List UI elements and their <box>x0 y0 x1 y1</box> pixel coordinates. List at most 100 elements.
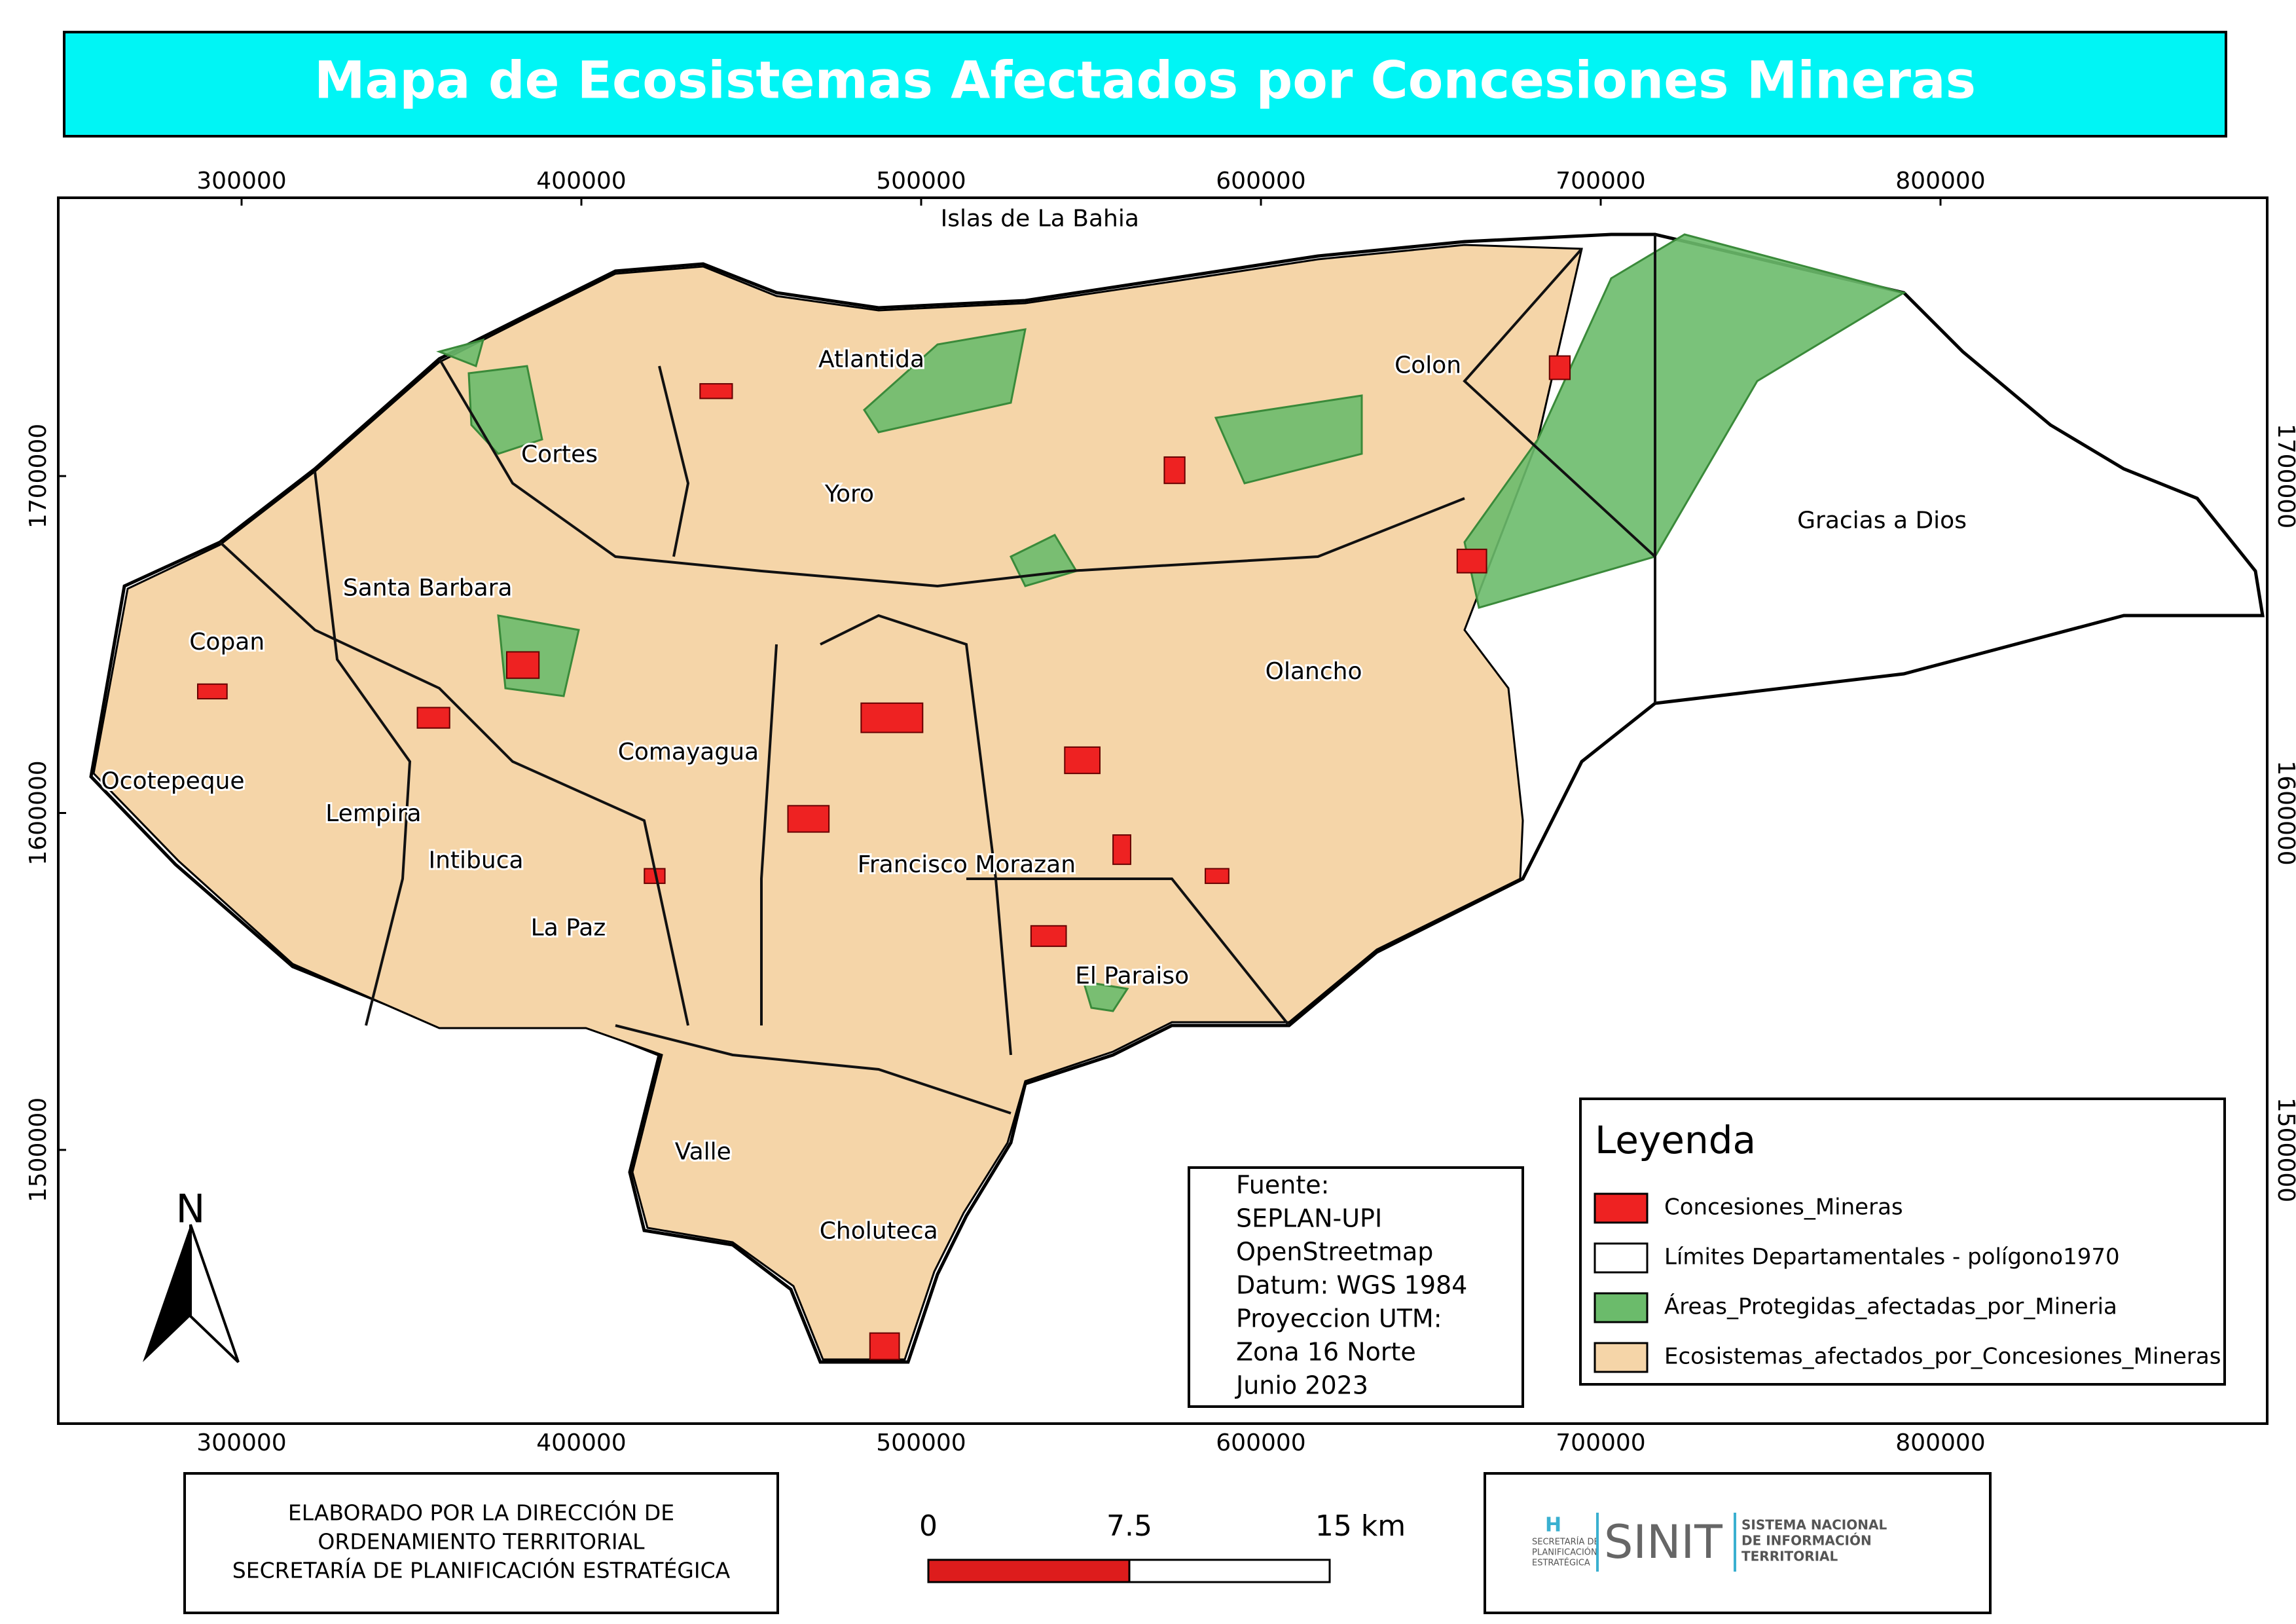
credits-line: ELABORADO POR LA DIRECCIÓN DE <box>288 1500 674 1526</box>
scale-bar-segment <box>927 1559 1131 1583</box>
legend-swatch <box>1594 1242 1649 1274</box>
place-label: Valle <box>675 1139 731 1166</box>
x-tick-label: 700000 <box>1556 1430 1645 1456</box>
x-tick-label: 800000 <box>1895 1430 1985 1456</box>
department-boundary <box>760 644 778 1025</box>
place-label: Comayagua <box>618 739 759 766</box>
mining-concession <box>506 651 540 679</box>
legend-title: Leyenda <box>1595 1118 1756 1162</box>
protected-area <box>863 328 1027 434</box>
place-label: Olancho <box>1266 658 1362 685</box>
credits-line: ORDENAMIENTO TERRITORIAL <box>318 1529 645 1555</box>
department-boundary <box>219 541 689 1026</box>
y-tick-label: 1700000 <box>2272 424 2296 528</box>
place-label: El Paraiso <box>1075 963 1189 989</box>
source-line: SEPLAN-UPI <box>1236 1204 1382 1233</box>
mining-concession <box>416 707 450 729</box>
department-boundary <box>966 877 1290 1027</box>
y-tick-label: 1600000 <box>2272 760 2296 865</box>
x-tick-label: 500000 <box>876 1430 966 1456</box>
legend-label: Límites Departamentales - polígono1970 <box>1664 1244 2120 1270</box>
mining-concession <box>699 383 733 399</box>
mining-concession <box>196 683 228 700</box>
legend-label: Áreas_Protegidas_afectadas_por_Mineria <box>1664 1293 2117 1320</box>
place-label: La Paz <box>531 914 606 941</box>
scale-bar-label: 7.5 <box>1106 1509 1152 1543</box>
protected-area <box>1082 980 1129 1012</box>
credits-box <box>183 1472 779 1614</box>
mining-concession <box>1112 834 1131 865</box>
source-line: Datum: WGS 1984 <box>1236 1271 1467 1300</box>
mining-concession <box>860 702 924 733</box>
mining-concession <box>1064 746 1101 775</box>
x-tick-label: 600000 <box>1216 168 1305 194</box>
logo-name: SINIT <box>1604 1515 1722 1569</box>
place-label: Yoro <box>824 481 874 507</box>
protected-area <box>1214 394 1363 485</box>
y-tick-label: 1500000 <box>2272 1098 2296 1202</box>
logo-full-name: SISTEMA NACIONAL <box>1741 1517 1887 1533</box>
logo-full-name: TERRITORIAL <box>1741 1549 1838 1564</box>
x-tick-label: 300000 <box>196 168 286 194</box>
place-label: Intibuca <box>428 847 523 874</box>
scale-bar-label: 15 km <box>1315 1509 1406 1543</box>
source-line: Fuente: <box>1236 1171 1329 1200</box>
place-label: Choluteca <box>820 1217 938 1244</box>
place-label: Copan <box>189 629 264 655</box>
legend-box <box>1579 1098 2226 1386</box>
ecosystem-area <box>92 244 1583 1361</box>
mining-concession <box>1163 456 1186 485</box>
department-boundary <box>615 1024 1011 1115</box>
place-label: Atlantida <box>818 346 924 373</box>
source-line: Zona 16 Norte <box>1236 1338 1416 1367</box>
title-box <box>63 31 2227 138</box>
department-boundary <box>658 365 690 557</box>
mining-concession <box>869 1332 900 1360</box>
north-arrow-label: N <box>176 1187 206 1232</box>
protected-area <box>1463 233 1906 609</box>
logo-mark: H <box>1545 1514 1561 1537</box>
department-boundary <box>314 471 412 1026</box>
legend-swatch <box>1594 1192 1649 1224</box>
department-boundary <box>1463 248 1656 558</box>
x-tick-label: 800000 <box>1895 168 1985 194</box>
mining-concession <box>1030 925 1067 948</box>
department-boundary <box>820 614 1012 1056</box>
source-line: OpenStreetmap <box>1236 1238 1433 1266</box>
credits-line: SECRETARÍA DE PLANIFICACIÓN ESTRATÉGICA <box>232 1557 731 1583</box>
mining-concession <box>1548 355 1571 380</box>
legend-label: Concesiones_Mineras <box>1664 1194 1903 1221</box>
legend-swatch <box>1594 1292 1649 1323</box>
north-arrow <box>189 1224 240 1363</box>
y-tick-label: 1600000 <box>25 760 52 865</box>
logo-box <box>1484 1472 1992 1614</box>
x-tick-label: 400000 <box>536 168 626 194</box>
scale-bar-segment <box>1128 1559 1331 1583</box>
legend-swatch <box>1594 1342 1649 1373</box>
place-label: Colon <box>1394 352 1461 378</box>
source-line: Proyeccion UTM: <box>1236 1304 1442 1333</box>
logo-agency: SECRETARÍA DE <box>1532 1537 1599 1547</box>
x-tick-label: 300000 <box>196 1430 286 1456</box>
y-tick-label: 1700000 <box>25 424 52 528</box>
x-tick-label: 700000 <box>1556 168 1645 194</box>
place-label: Islas de La Bahia <box>941 206 1139 232</box>
y-tick-label: 1500000 <box>25 1098 52 1202</box>
place-label: Ocotepeque <box>101 768 244 795</box>
x-tick-label: 600000 <box>1216 1430 1305 1456</box>
place-label: Gracias a Dios <box>1797 507 1967 534</box>
logo-full-name: DE INFORMACIÓN <box>1741 1533 1872 1549</box>
mining-concession <box>787 805 830 833</box>
source-line: Junio 2023 <box>1235 1371 1368 1400</box>
protected-area <box>436 338 485 368</box>
place-label: Santa Barbara <box>343 574 513 601</box>
x-tick-label: 500000 <box>876 168 966 194</box>
legend-label: Ecosistemas_afectados_por_Concesiones_Mi… <box>1664 1344 2221 1370</box>
north-arrow <box>143 1225 191 1362</box>
map-body <box>89 232 2265 1364</box>
source-box <box>1188 1166 1524 1408</box>
place-label: Francisco Morazan <box>858 851 1076 878</box>
place-label: Lempira <box>325 800 421 827</box>
mining-concession <box>1205 868 1230 884</box>
